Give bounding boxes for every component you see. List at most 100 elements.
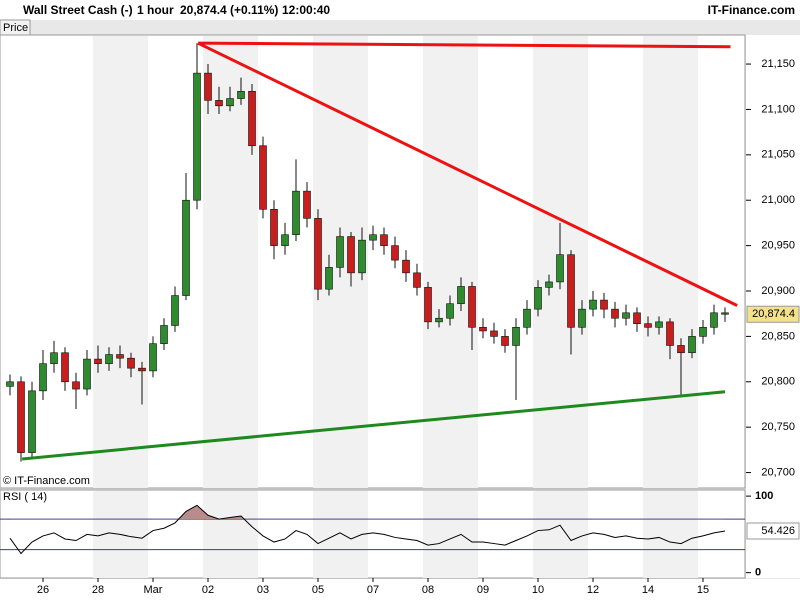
day-band xyxy=(313,491,368,578)
panel-label: Price xyxy=(3,22,28,34)
candle-body xyxy=(28,390,36,453)
candle-body xyxy=(50,352,58,364)
candle-body xyxy=(94,358,102,364)
candle-body xyxy=(457,286,465,305)
candle-body xyxy=(292,190,300,236)
day-band xyxy=(533,491,588,578)
x-tick-label: 05 xyxy=(312,584,324,596)
rsi-line xyxy=(9,504,726,555)
source: IT-Finance.com xyxy=(708,3,795,17)
candle-body xyxy=(248,90,256,147)
candle-body xyxy=(61,352,69,383)
x-tick-label: 07 xyxy=(367,584,379,596)
candle-body xyxy=(391,245,399,261)
candle-body xyxy=(138,367,146,372)
x-tick-label: 08 xyxy=(422,584,434,596)
x-tick-label: 28 xyxy=(92,584,104,596)
candle-body xyxy=(523,308,531,328)
candle-body xyxy=(193,72,201,201)
x-tick-label: 02 xyxy=(202,584,214,596)
candle-body xyxy=(105,354,113,364)
candle-body xyxy=(534,287,542,310)
x-tick-label: 26 xyxy=(37,584,49,596)
day-band xyxy=(93,36,148,488)
candle-body xyxy=(17,381,25,453)
x-tick-label: 12 xyxy=(587,584,599,596)
candle-body xyxy=(281,234,289,246)
candle-body xyxy=(688,336,696,354)
x-tick-label: 14 xyxy=(642,584,654,596)
x-tick-label: 10 xyxy=(532,584,544,596)
watermark: © IT-Finance.com xyxy=(3,475,90,487)
y-tick-label: 20,850 xyxy=(761,330,795,342)
header-bar xyxy=(0,0,800,20)
y-tick-label: 21,100 xyxy=(761,103,795,115)
day-band xyxy=(423,491,478,578)
last-price-label: 20,874.4 xyxy=(752,308,795,320)
candle-body xyxy=(347,236,355,274)
title: Wall Street Cash (-) xyxy=(23,3,133,17)
candle-body xyxy=(160,325,168,344)
candle-body xyxy=(512,327,520,346)
y-tick-label: 20,950 xyxy=(761,240,795,252)
x-tick-label: 03 xyxy=(257,584,269,596)
y-tick-label: 20,900 xyxy=(761,285,795,297)
y-tick-label: 20,750 xyxy=(761,421,795,433)
candle-body xyxy=(83,358,91,390)
interval: 1 hour xyxy=(137,3,174,17)
candle-body xyxy=(479,327,487,332)
candle-body xyxy=(721,312,729,315)
candle-body xyxy=(171,295,179,326)
trendline xyxy=(197,41,738,307)
candle-body xyxy=(116,354,124,359)
candle-body xyxy=(149,343,157,372)
day-band xyxy=(643,491,698,578)
candle-body xyxy=(501,336,509,346)
candle-body xyxy=(358,239,366,274)
candle-body xyxy=(666,321,674,346)
candle-body xyxy=(710,312,718,328)
candle-body xyxy=(6,381,14,387)
candle-body xyxy=(182,199,190,296)
candle-body xyxy=(468,286,476,328)
candle-body xyxy=(402,259,410,274)
trendline xyxy=(21,390,726,461)
candle-body xyxy=(699,327,707,337)
y-tick-label: 20,700 xyxy=(761,466,795,478)
candle-body xyxy=(424,287,432,323)
candle-body xyxy=(39,363,47,392)
day-band xyxy=(643,36,698,488)
candle-body xyxy=(567,254,575,328)
quote: 20,874.4 (+0.11%) xyxy=(180,3,278,17)
candle-body xyxy=(655,321,663,328)
candle-body xyxy=(325,267,333,290)
x-axis-area xyxy=(0,579,800,600)
day-band xyxy=(423,36,478,488)
last-price-tag xyxy=(746,305,800,323)
candle-body xyxy=(204,72,212,101)
y-tick-label: 21,050 xyxy=(761,149,795,161)
y-tick-label: 20,800 xyxy=(761,376,795,388)
candle-body xyxy=(435,317,443,323)
candle-body xyxy=(237,90,245,99)
candle-body xyxy=(72,381,80,390)
candle-body xyxy=(303,190,311,219)
trendline xyxy=(198,41,731,49)
rsi-overbought-fill xyxy=(10,505,725,520)
rsi-tick-label: 100 xyxy=(755,490,773,502)
candle-body xyxy=(226,98,234,107)
day-band xyxy=(203,491,258,578)
candle-body xyxy=(633,312,641,324)
rsi-last-tag xyxy=(746,522,800,540)
candle-body xyxy=(259,145,267,210)
candle-body xyxy=(589,299,597,310)
candle-body xyxy=(490,330,498,337)
candle-body xyxy=(556,254,564,283)
candle-body xyxy=(611,308,619,319)
time: 12:00:40 xyxy=(282,3,330,17)
candle-body xyxy=(369,234,377,241)
x-tick-label: Mar xyxy=(144,584,163,596)
candle-body xyxy=(644,323,652,328)
